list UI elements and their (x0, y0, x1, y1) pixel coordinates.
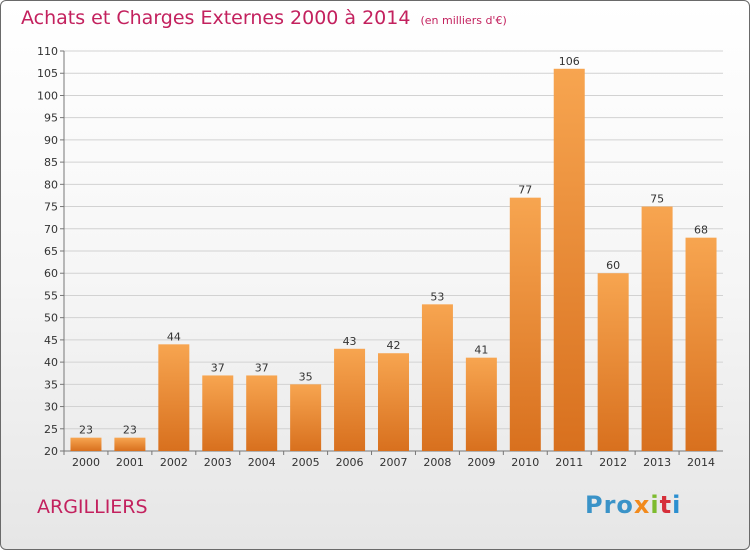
data-label: 60 (606, 259, 620, 272)
bar (246, 375, 278, 451)
bar (465, 357, 497, 451)
x-tick-label: 2008 (423, 456, 451, 469)
x-tick-label: 2006 (336, 456, 364, 469)
x-tick-label: 2011 (555, 456, 583, 469)
logo-part: t (659, 491, 673, 519)
data-label: 44 (167, 330, 181, 343)
logo-part: x (633, 491, 651, 519)
y-tick-label: 100 (37, 89, 58, 102)
bar (158, 344, 190, 451)
data-label: 53 (430, 290, 444, 303)
y-tick-label: 65 (44, 245, 58, 258)
data-label: 37 (211, 361, 225, 374)
bar (509, 197, 541, 451)
y-tick-label: 25 (44, 423, 58, 436)
y-tick-label: 105 (37, 67, 58, 80)
y-tick-label: 60 (44, 267, 58, 280)
x-tick-label: 2002 (160, 456, 188, 469)
y-tick-label: 70 (44, 223, 58, 236)
data-label: 106 (559, 55, 580, 68)
chart-subtitle: (en milliers d'€) (420, 14, 507, 27)
y-tick-label: 55 (44, 289, 58, 302)
data-label: 77 (518, 184, 532, 197)
x-tick-label: 2007 (380, 456, 408, 469)
data-label: 23 (79, 424, 93, 437)
commune-name: ARGILLIERS (37, 496, 148, 518)
y-tick-label: 110 (37, 45, 58, 58)
chart-header: Achats et Charges Externes 2000 à 2014 (e… (21, 7, 507, 29)
data-label: 35 (299, 370, 313, 383)
data-label: 41 (474, 344, 488, 357)
y-tick-label: 95 (44, 112, 58, 125)
data-label: 37 (255, 361, 269, 374)
data-label: 75 (650, 193, 664, 206)
bar (597, 273, 629, 451)
y-tick-label: 50 (44, 312, 58, 325)
bar (378, 353, 409, 451)
data-label: 43 (343, 335, 357, 348)
bar (114, 437, 146, 451)
y-tick-label: 20 (44, 445, 58, 458)
data-label: 42 (387, 339, 401, 352)
x-tick-label: 2010 (511, 456, 539, 469)
y-tick-label: 75 (44, 201, 58, 214)
logo-part: Pro (585, 491, 634, 519)
x-tick-label: 2005 (292, 456, 320, 469)
data-label: 68 (694, 224, 708, 237)
bar (290, 384, 322, 451)
bar (685, 237, 717, 451)
bar (641, 206, 673, 451)
bar (202, 375, 234, 451)
y-tick-label: 40 (44, 356, 58, 369)
x-tick-label: 2013 (643, 456, 671, 469)
labels: 20 25 30 35 40 45 50 55 60 65 70 75 80 85 90 95 100 105 11… (37, 45, 715, 469)
x-tick-label: 2012 (599, 456, 627, 469)
y-tick-label: 35 (44, 378, 58, 391)
y-tick-label: 80 (44, 178, 58, 191)
y-tick-label: 45 (44, 334, 58, 347)
x-tick-label: 2003 (204, 456, 232, 469)
bar (70, 437, 102, 451)
bars (70, 68, 717, 452)
y-tick-label: 30 (44, 401, 58, 414)
proxiti-logo[interactable]: Proxiti (585, 491, 681, 519)
x-tick-label: 2000 (72, 456, 100, 469)
x-tick-label: 2004 (248, 456, 276, 469)
logo-part: i (672, 491, 682, 519)
x-tick-label: 2014 (687, 456, 715, 469)
x-tick-label: 2009 (467, 456, 495, 469)
bar (334, 348, 366, 451)
x-tick-label: 2001 (116, 456, 144, 469)
y-tick-label: 85 (44, 156, 58, 169)
logo-part: i (650, 491, 660, 519)
y-tick-label: 90 (44, 134, 58, 147)
bar (553, 68, 585, 452)
data-label: 23 (123, 424, 137, 437)
bar (421, 304, 453, 451)
chart-title: Achats et Charges Externes 2000 à 2014 (21, 7, 411, 29)
